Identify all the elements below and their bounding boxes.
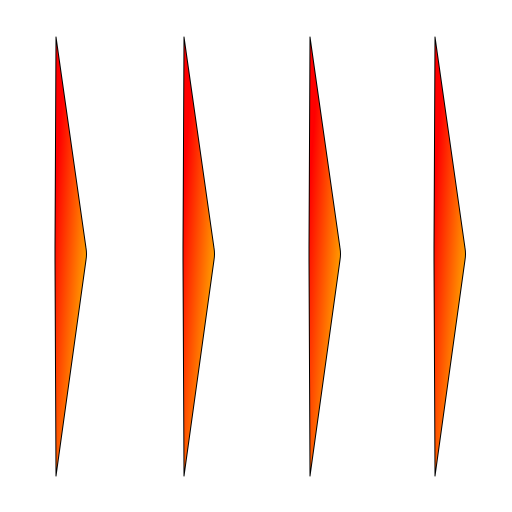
chevron-shape-1: [54, 36, 87, 477]
chevron-shapes-group: [54, 36, 466, 477]
chevron-shape-2: [182, 36, 215, 477]
chevron-shape-3: [308, 36, 341, 477]
chevron-shape-4: [433, 36, 466, 477]
